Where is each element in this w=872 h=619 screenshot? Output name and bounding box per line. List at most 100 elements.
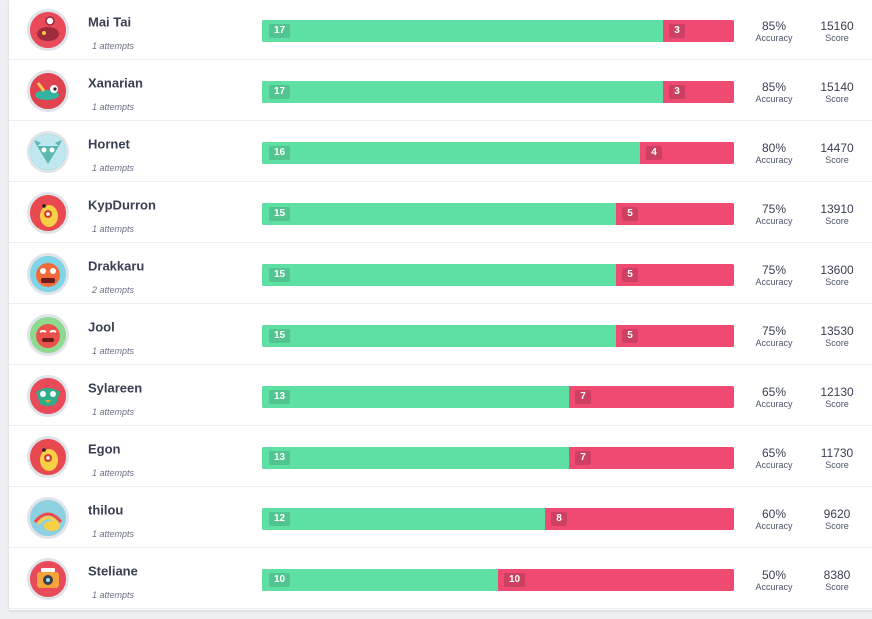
correct-count: 16: [269, 146, 291, 160]
correct-count: 13: [269, 390, 291, 404]
score-stat: 11730 Score: [807, 446, 867, 471]
correct-count: 15: [269, 268, 291, 282]
incorrect-count: 8: [551, 512, 567, 526]
incorrect-segment: 5: [616, 325, 734, 347]
accuracy-stat: 85% Accuracy: [744, 80, 804, 105]
player-name: Sylareen: [88, 380, 143, 396]
answer-progress-bar: 10 10: [262, 569, 734, 591]
score-value: 14470: [820, 141, 854, 155]
accuracy-stat: 75% Accuracy: [744, 324, 804, 349]
player-name: Mai Tai: [88, 14, 132, 30]
accuracy-value: 65%: [761, 446, 787, 460]
incorrect-segment: 7: [569, 386, 734, 408]
score-value: 15140: [820, 80, 854, 94]
correct-count: 13: [269, 451, 291, 465]
table-row[interactable]: Xanarian 1 attempts 17 3 85% Accuracy 15…: [9, 61, 872, 121]
accuracy-label: Accuracy: [755, 399, 793, 409]
player-attempts: 1 attempts: [92, 102, 135, 112]
accuracy-stat: 75% Accuracy: [744, 263, 804, 288]
incorrect-count: 5: [622, 268, 638, 282]
player-name: Hornet: [88, 136, 130, 152]
incorrect-segment: 5: [616, 264, 734, 286]
accuracy-stat: 65% Accuracy: [744, 385, 804, 410]
accuracy-label: Accuracy: [755, 155, 793, 165]
score-stat: 15140 Score: [807, 80, 867, 105]
player-attempts: 1 attempts: [92, 468, 135, 478]
score-value: 13600: [820, 263, 854, 277]
player-name: Jool: [88, 319, 115, 335]
score-stat: 15160 Score: [807, 19, 867, 44]
correct-count: 15: [269, 207, 291, 221]
table-row[interactable]: Hornet 1 attempts 16 4 80% Accuracy 1447…: [9, 122, 872, 182]
correct-count: 17: [269, 24, 291, 38]
player-name: Egon: [88, 441, 121, 457]
score-value: 12130: [820, 385, 854, 399]
score-label: Score: [825, 216, 849, 226]
score-label: Score: [825, 94, 849, 104]
player-attempts: 1 attempts: [92, 590, 135, 600]
table-row[interactable]: Sylareen 1 attempts 13 7 65% Accuracy 12…: [9, 366, 872, 426]
score-label: Score: [825, 521, 849, 531]
player-name: KypDurron: [88, 197, 156, 213]
incorrect-count: 7: [575, 390, 591, 404]
player-attempts: 2 attempts: [92, 285, 135, 295]
answer-progress-bar: 15 5: [262, 203, 734, 225]
accuracy-value: 75%: [761, 202, 787, 216]
table-row[interactable]: Mai Tai 1 attempts 17 3 85% Accuracy 151…: [9, 0, 872, 60]
correct-segment: 13: [262, 386, 569, 408]
accuracy-label: Accuracy: [755, 277, 793, 287]
accuracy-label: Accuracy: [755, 216, 793, 226]
incorrect-segment: 3: [663, 20, 734, 42]
correct-segment: 17: [262, 81, 663, 103]
incorrect-segment: 5: [616, 203, 734, 225]
answer-progress-bar: 13 7: [262, 447, 734, 469]
accuracy-label: Accuracy: [755, 460, 793, 470]
correct-count: 17: [269, 85, 291, 99]
table-row[interactable]: thilou 1 attempts 12 8 60% Accuracy 9620…: [9, 488, 872, 548]
monster-avatar-eye-stalk-icon: [27, 70, 69, 112]
table-row[interactable]: Steliane 1 attempts 10 10 50% Accuracy 8…: [9, 549, 872, 609]
correct-count: 12: [269, 512, 291, 526]
answer-progress-bar: 17 3: [262, 20, 734, 42]
correct-segment: 10: [262, 569, 498, 591]
monster-avatar-rainbow-icon: [27, 497, 69, 539]
player-attempts: 1 attempts: [92, 41, 135, 51]
score-label: Score: [825, 155, 849, 165]
correct-segment: 15: [262, 264, 616, 286]
accuracy-value: 75%: [761, 263, 787, 277]
score-label: Score: [825, 582, 849, 592]
score-value: 9620: [823, 507, 851, 521]
accuracy-value: 80%: [761, 141, 787, 155]
player-attempts: 1 attempts: [92, 163, 135, 173]
accuracy-value: 50%: [761, 568, 787, 582]
correct-segment: 15: [262, 203, 616, 225]
score-stat: 8380 Score: [807, 568, 867, 593]
accuracy-label: Accuracy: [755, 94, 793, 104]
score-label: Score: [825, 399, 849, 409]
incorrect-segment: 4: [640, 142, 734, 164]
incorrect-count: 3: [669, 85, 685, 99]
table-row[interactable]: Egon 1 attempts 13 7 65% Accuracy 11730 …: [9, 427, 872, 487]
answer-progress-bar: 15 5: [262, 325, 734, 347]
accuracy-stat: 50% Accuracy: [744, 568, 804, 593]
score-value: 8380: [823, 568, 851, 582]
incorrect-segment: 3: [663, 81, 734, 103]
monster-avatar-red-angry-icon: [27, 253, 69, 295]
correct-count: 15: [269, 329, 291, 343]
accuracy-label: Accuracy: [755, 582, 793, 592]
incorrect-segment: 8: [545, 508, 734, 530]
player-name: Xanarian: [88, 75, 143, 91]
incorrect-segment: 10: [498, 569, 734, 591]
answer-progress-bar: 12 8: [262, 508, 734, 530]
answer-progress-bar: 13 7: [262, 386, 734, 408]
accuracy-stat: 75% Accuracy: [744, 202, 804, 227]
table-row[interactable]: Drakkaru 2 attempts 15 5 75% Accuracy 13…: [9, 244, 872, 304]
score-value: 15160: [820, 19, 854, 33]
accuracy-label: Accuracy: [755, 521, 793, 531]
accuracy-label: Accuracy: [755, 338, 793, 348]
score-value: 11730: [820, 446, 854, 460]
table-row[interactable]: KypDurron 1 attempts 15 5 75% Accuracy 1…: [9, 183, 872, 243]
player-name: Steliane: [88, 563, 138, 579]
incorrect-count: 7: [575, 451, 591, 465]
table-row[interactable]: Jool 1 attempts 15 5 75% Accuracy 13530 …: [9, 305, 872, 365]
